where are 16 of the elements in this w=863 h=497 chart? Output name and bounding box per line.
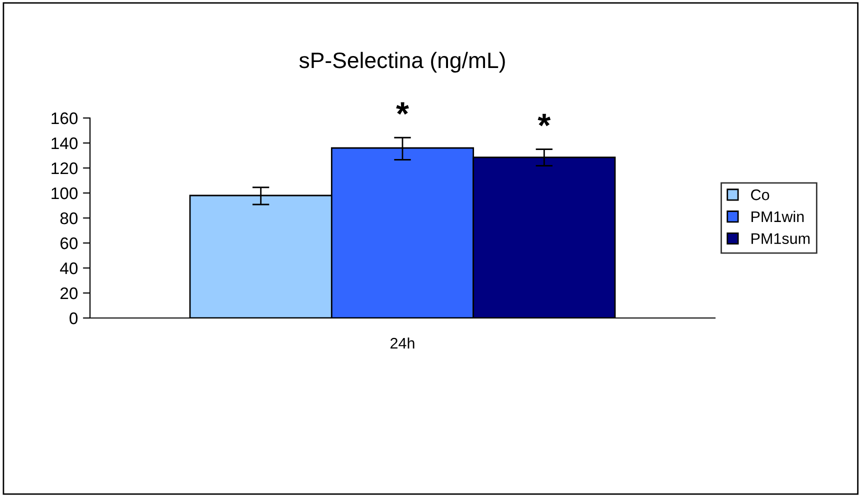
legend-label: PM1sum bbox=[752, 233, 810, 244]
y-tick-label: 20 bbox=[60, 287, 78, 300]
x-tick-label: 24h bbox=[390, 337, 414, 349]
y-tick-label: 140 bbox=[52, 137, 78, 150]
text: * bbox=[396, 102, 409, 115]
y-tick-label: 0 bbox=[70, 312, 78, 324]
y-tick-label: 160 bbox=[52, 112, 78, 124]
annotation: * bbox=[538, 114, 551, 126]
y-tick-label: 60 bbox=[60, 237, 78, 250]
y-tick-label: 100 bbox=[52, 187, 78, 200]
chart-title: sP-Selectina (ng/mL) bbox=[299, 52, 505, 73]
legend-label: PM1win bbox=[752, 210, 804, 222]
y-tick-label: 120 bbox=[52, 162, 78, 174]
y-tick-label: 40 bbox=[60, 262, 78, 274]
legend-label: Co bbox=[751, 189, 770, 200]
y-tick-label: 80 bbox=[60, 212, 78, 224]
